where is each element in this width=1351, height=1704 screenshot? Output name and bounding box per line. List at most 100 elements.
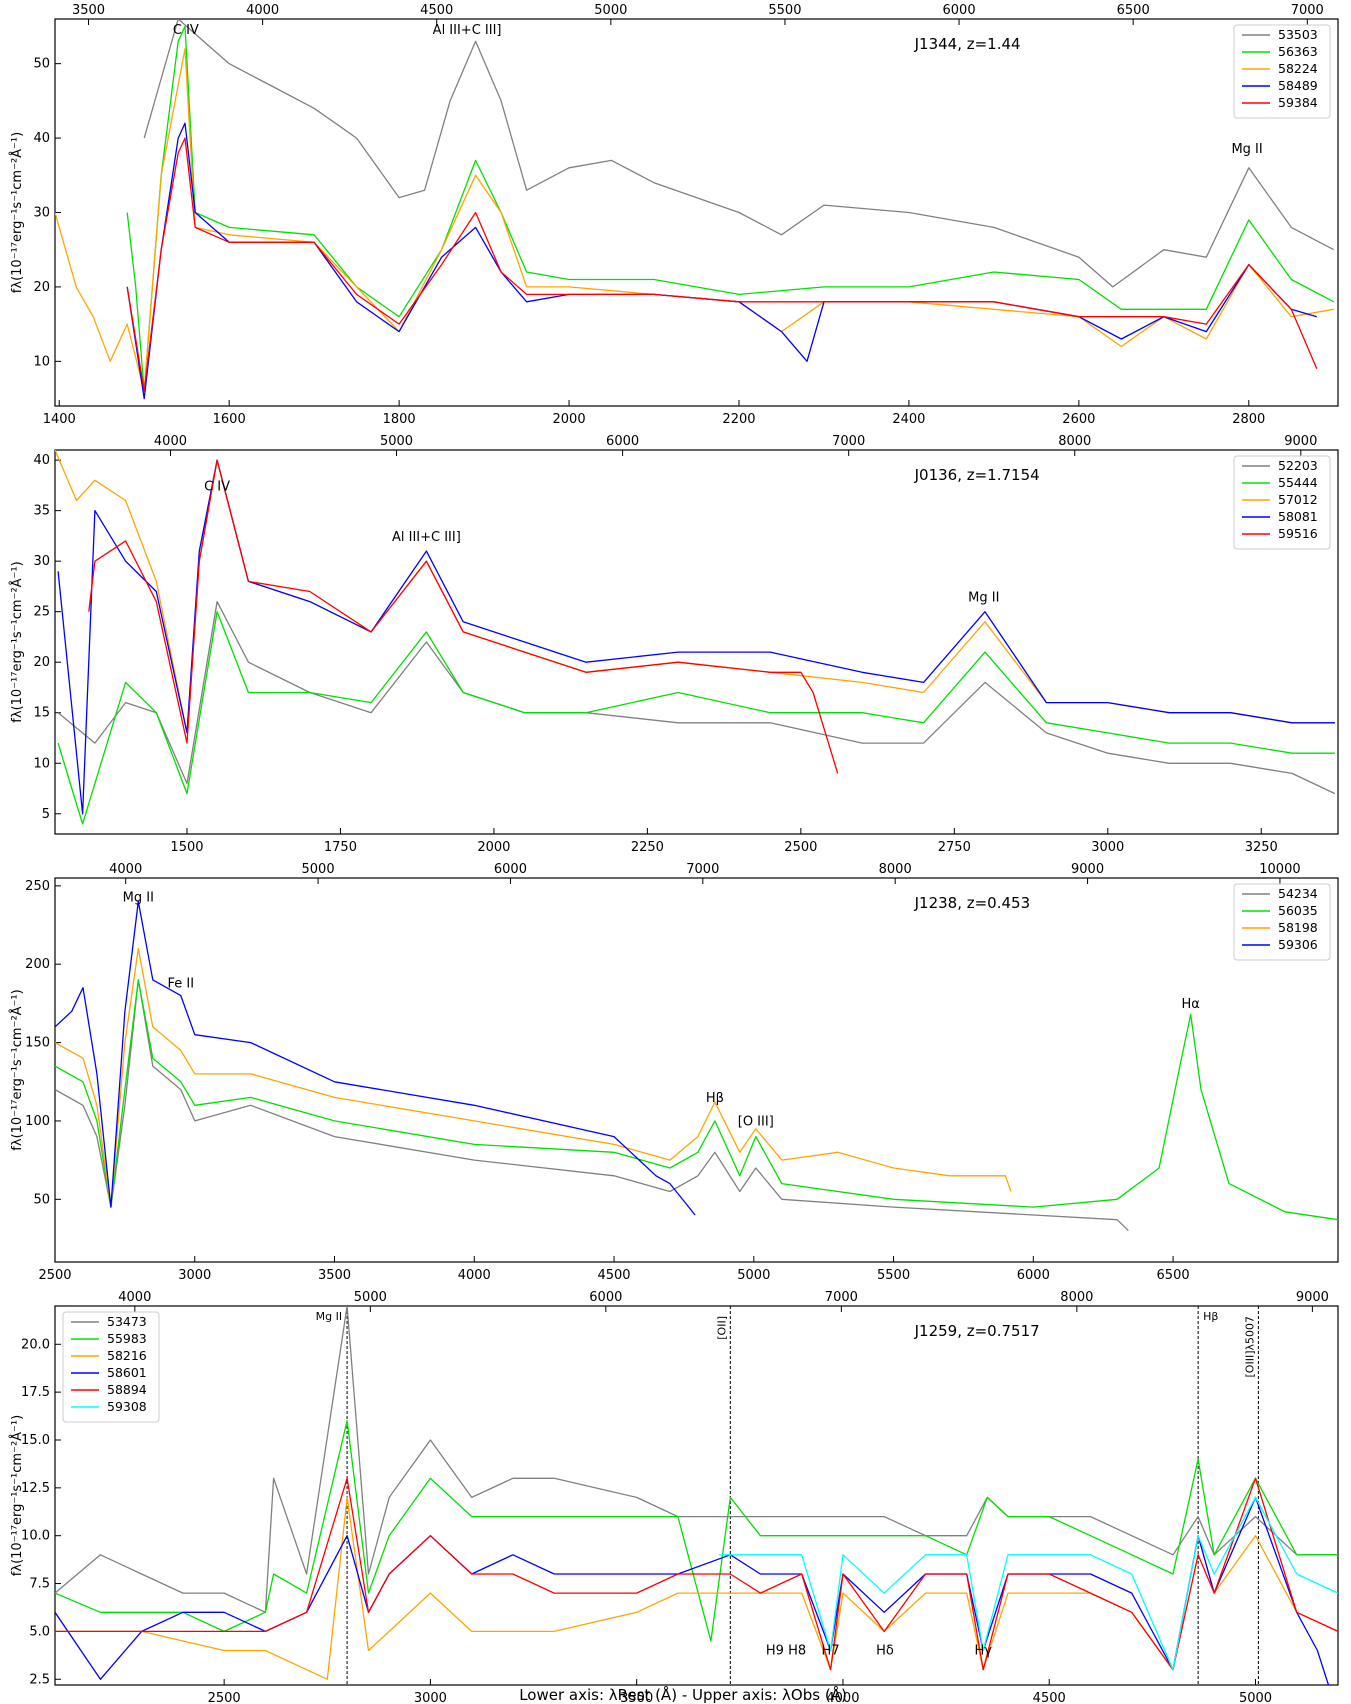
top-tick-label: 7000 <box>1291 3 1324 18</box>
y-tick-label: 20 <box>33 655 50 670</box>
top-tick-label: 8000 <box>879 862 912 877</box>
legend-entry: 58081 <box>1278 509 1318 524</box>
x-tick-label: 1800 <box>383 412 416 427</box>
line-annotation: [O III] <box>738 1115 774 1130</box>
line-annotation: Fe II <box>167 977 194 992</box>
reference-line-label: [OIII]λ5007 <box>1243 1316 1256 1377</box>
series-line-52203 <box>57 600 1336 795</box>
series-line-53473 <box>55 1306 1338 1613</box>
legend-entry: 55444 <box>1278 475 1318 490</box>
y-tick-label: 7.5 <box>29 1577 50 1592</box>
y-tick-label: 15 <box>33 706 50 721</box>
line-annotation: Mg II <box>968 591 999 606</box>
x-tick-label: 1750 <box>324 840 357 855</box>
top-tick-label: 4000 <box>118 1290 151 1305</box>
y-tick-label: 12.5 <box>21 1481 50 1496</box>
reference-line-label: [OII] <box>715 1316 728 1340</box>
top-tick-label: 4500 <box>420 3 453 18</box>
top-tick-label: 4000 <box>154 434 187 449</box>
y-tick-label: 25 <box>33 605 50 620</box>
panel-4: 2500 3000 3500 4000 4500 5000 2.5 5.0 7.5 10.0 12.… <box>9 1290 1339 1704</box>
x-tick-label: 3250 <box>1245 840 1278 855</box>
panel-1: 1400 1600 1800 2000 2200 2400 2600 2800 10 20 30 40… <box>9 3 1339 427</box>
legend: 52203 55444 57012 58081 59516 <box>1233 455 1331 550</box>
y-tick-label: 17.5 <box>21 1385 50 1400</box>
y-axis-label: fλ(10⁻¹⁷erg⁻¹s⁻¹cm⁻²Å⁻¹) <box>9 132 25 293</box>
legend-entry: 59384 <box>1278 95 1318 110</box>
top-tick-label: 9000 <box>1296 1290 1329 1305</box>
y-tick-label: 100 <box>25 1114 50 1129</box>
plot-frame <box>54 1305 1339 1686</box>
top-tick-label: 5500 <box>768 3 801 18</box>
x-tick-label: 3500 <box>318 1268 351 1283</box>
y-tick-label: 10 <box>33 756 50 771</box>
series-group <box>55 900 1338 1232</box>
y-tick-label: 40 <box>33 131 50 146</box>
legend: 53473 55983 58216 58601 58894 59308 <box>62 1311 160 1423</box>
x-tick-label: 2500 <box>208 1691 241 1704</box>
legend-entry: 58601 <box>107 1365 147 1380</box>
series-line-59308 <box>719 1496 1338 1671</box>
line-annotation: Hδ <box>876 1643 894 1658</box>
top-tick-label: 6000 <box>943 3 976 18</box>
line-annotation: Mg II <box>123 891 154 906</box>
y-tick-label: 10.0 <box>21 1529 50 1544</box>
y-tick-label: 35 <box>33 504 50 519</box>
x-tick-label: 5000 <box>1239 1691 1272 1704</box>
x-tick-label: 3000 <box>1091 840 1124 855</box>
y-tick-label: 20 <box>33 280 50 295</box>
x-tick-label: 1400 <box>43 412 76 427</box>
reference-line-label: Mg II <box>316 1310 342 1323</box>
x-tick-label: 2500 <box>784 840 817 855</box>
top-tick-label: 5000 <box>594 3 627 18</box>
x-tick-label: 4000 <box>826 1691 859 1704</box>
top-tick-label: 7000 <box>825 1290 858 1305</box>
line-annotation: H8 <box>788 1643 806 1658</box>
line-annotation: Hγ <box>974 1643 992 1658</box>
series-line-59516 <box>88 459 839 774</box>
legend-entry: 52203 <box>1278 458 1318 473</box>
x-tick-label: 2500 <box>38 1268 71 1283</box>
legend-entry: 59306 <box>1278 937 1318 952</box>
legend-entry: 58489 <box>1278 78 1318 93</box>
legend-box <box>1233 883 1331 961</box>
panel-2: 1500 1750 2000 2250 2500 2750 3000 3250 5 10 15 20 2… <box>9 434 1339 855</box>
bottom-axis-label: Lower axis: λRest (Å) - Upper axis: λObs… <box>519 1685 847 1704</box>
y-tick-label: 30 <box>33 554 50 569</box>
x-tick-label: 2200 <box>722 412 755 427</box>
y-tick-label: 10 <box>33 354 50 369</box>
x-tick-label: 6500 <box>1157 1268 1190 1283</box>
x-tick-label: 4500 <box>1033 1691 1066 1704</box>
top-tick-label: 4000 <box>246 3 279 18</box>
y-axis-label: fλ(10⁻¹⁷erg⁻¹s⁻¹cm⁻²Å⁻¹) <box>9 989 25 1150</box>
y-tick-label: 5.0 <box>29 1624 50 1639</box>
legend-entry: 56363 <box>1278 44 1318 59</box>
plot-frame <box>54 18 1339 407</box>
top-tick-label: 6000 <box>589 1290 622 1305</box>
x-tick-label: 1600 <box>213 412 246 427</box>
line-annotation: Al III+C III] <box>392 530 461 545</box>
x-tick-label: 2750 <box>938 840 971 855</box>
panel-title: J1344, z=1.44 <box>914 35 1021 53</box>
series-group <box>55 1306 1338 1685</box>
top-tick-label: 6000 <box>606 434 639 449</box>
line-annotation: Mg II <box>1231 142 1262 157</box>
top-tick-label: 8000 <box>1058 434 1091 449</box>
y-tick-label: 5 <box>42 807 50 822</box>
plot-frame <box>54 877 1339 1263</box>
legend-box <box>1233 455 1331 550</box>
series-line-58198 <box>55 947 1012 1208</box>
y-tick-label: 40 <box>33 453 50 468</box>
top-tick-label: 9000 <box>1071 862 1104 877</box>
legend-entry: 59308 <box>107 1399 147 1414</box>
line-annotation: H7 <box>822 1643 840 1658</box>
y-tick-label: 50 <box>33 57 50 72</box>
x-tick-label: 4500 <box>597 1268 630 1283</box>
series-line-58081 <box>57 459 1335 815</box>
x-tick-label: 5000 <box>737 1268 770 1283</box>
x-tick-label: 2800 <box>1232 412 1265 427</box>
line-annotation: C IV <box>204 479 230 494</box>
series-group <box>55 19 1335 400</box>
series-line-55983 <box>55 1420 1338 1642</box>
